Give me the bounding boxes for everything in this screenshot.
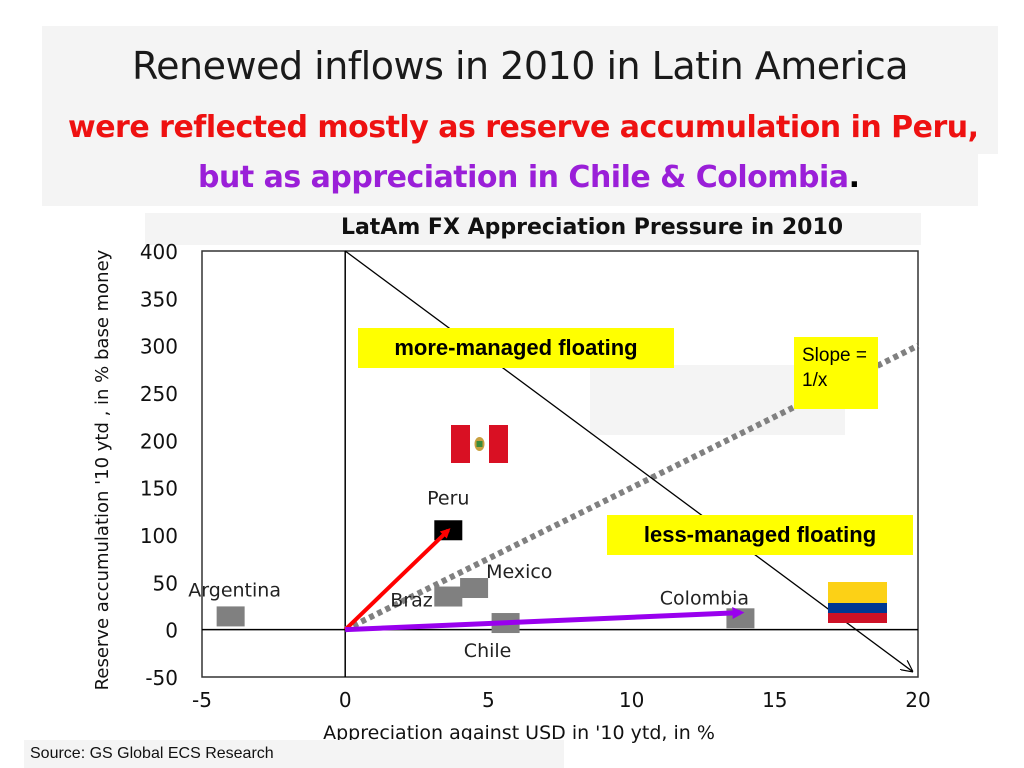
subtitle-background — [42, 150, 978, 206]
argentina-label: Argentina — [188, 579, 281, 601]
colombia-label: Colombia — [660, 587, 749, 609]
more-managed-floating-label: more-managed floating — [358, 328, 674, 368]
chile-label: Chile — [464, 640, 512, 662]
colombia-arrow — [345, 606, 745, 633]
less-managed-floating-label: less-managed floating — [607, 515, 913, 555]
y-axis-label: Reserve accumulation '10 ytd , in % base… — [92, 249, 113, 690]
x-tick-label: 10 — [619, 688, 644, 712]
y-tick-label: 200 — [140, 429, 178, 453]
x-tick-label: -5 — [192, 688, 212, 712]
plot-frame — [201, 250, 919, 678]
y-tick-label: 350 — [140, 287, 178, 311]
y-tick-label: 250 — [140, 382, 178, 406]
mexico-point — [460, 578, 489, 599]
title-background — [42, 26, 998, 154]
slide-subtitle-red: were reflected mostly as reserve accumul… — [68, 110, 979, 145]
colombia-flag-icon — [828, 582, 887, 623]
slope-note: Slope = 1/x — [794, 337, 878, 409]
source-note: Source: GS Global ECS Research — [24, 740, 564, 768]
chart-area: LatAm FX Appreciation Pressure in 2010 -5… — [0, 205, 1024, 745]
slide-subtitle-purple-text: but as appreciation in Chile & Colombia — [198, 160, 849, 195]
slide-subtitle-period: . — [848, 160, 860, 195]
y-tick-label: 300 — [140, 335, 178, 359]
peru-arrow — [343, 528, 451, 632]
chart-title-background — [145, 213, 921, 245]
slide-title: Renewed inflows in 2010 in Latin America — [131, 44, 909, 88]
y-tick-label: 400 — [140, 240, 178, 264]
y-tick-label: 0 — [165, 619, 178, 643]
y-tick-label: 150 — [140, 477, 178, 501]
mexico-label: Mexico — [486, 561, 552, 583]
fx-pressure-chart: LatAm FX Appreciation Pressure in 2010 -5… — [92, 213, 931, 744]
y-tick-label: 100 — [140, 524, 178, 548]
x-axis-label: Appreciation against USD in '10 ytd, in … — [323, 722, 715, 744]
y-tick-label: 50 — [153, 571, 178, 595]
peru-label: Peru — [427, 487, 469, 509]
x-tick-label: 5 — [482, 688, 495, 712]
brazil-point — [434, 586, 463, 607]
x-tick-label: 0 — [339, 688, 352, 712]
x-tick-label: 15 — [762, 688, 787, 712]
x-tick-label: 20 — [905, 688, 930, 712]
y-tick-label: -50 — [145, 666, 178, 690]
slide-subtitle-purple: but as appreciation in Chile & Colombia. — [198, 160, 860, 195]
chart-title: LatAm FX Appreciation Pressure in 2010 — [341, 215, 843, 240]
brazil-label: Brazil — [390, 590, 443, 612]
argentina-point — [216, 606, 245, 627]
peru-flag-icon — [451, 425, 508, 463]
boundary-line — [344, 250, 912, 671]
